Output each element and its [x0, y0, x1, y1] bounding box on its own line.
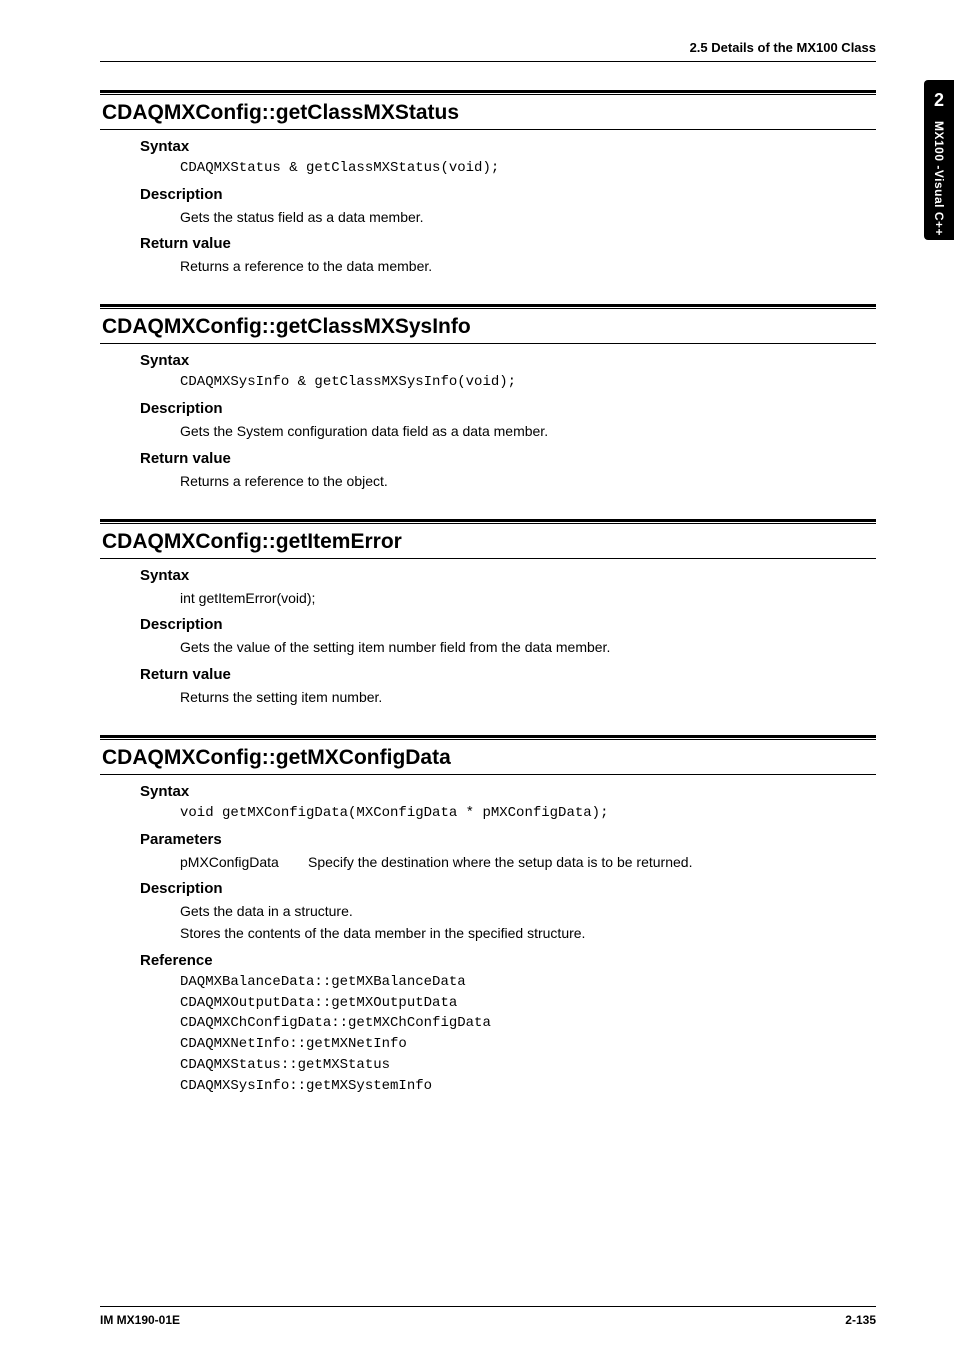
block-heading: Description	[140, 880, 876, 897]
section-rule-thick	[100, 304, 876, 307]
code-line: void getMXConfigData(MXConfigData * pMXC…	[180, 804, 876, 823]
section-rule-thick	[100, 90, 876, 93]
body-line: Returns a reference to the data member.	[180, 256, 876, 276]
section-rule-thin	[100, 739, 876, 740]
api-section: CDAQMXConfig::getItemErrorSyntaxint getI…	[100, 519, 876, 707]
parameter-row: pMXConfigDataSpecify the destination whe…	[180, 852, 876, 872]
code-line: CDAQMXStatus & getClassMXStatus(void);	[180, 159, 876, 178]
page-content: 2.5 Details of the MX100 Class CDAQMXCon…	[0, 0, 954, 1154]
body-line: Gets the status field as a data member.	[180, 207, 876, 227]
code-line: DAQMXBalanceData::getMXBalanceData	[180, 973, 876, 992]
section-title-underline	[100, 343, 876, 344]
section-title-underline	[100, 129, 876, 130]
section-title: CDAQMXConfig::getItemError	[100, 530, 876, 554]
block-heading: Return value	[140, 235, 876, 252]
code-line: CDAQMXOutputData::getMXOutputData	[180, 994, 876, 1013]
block-heading: Description	[140, 616, 876, 633]
block-heading: Reference	[140, 952, 876, 969]
api-section: CDAQMXConfig::getClassMXSysInfoSyntaxCDA…	[100, 304, 876, 490]
block-heading: Description	[140, 400, 876, 417]
parameter-name: pMXConfigData	[180, 852, 308, 872]
body-line: Gets the data in a structure.	[180, 901, 876, 921]
section-title-underline	[100, 558, 876, 559]
footer-page-number: 2-135	[845, 1313, 876, 1327]
code-line: CDAQMXChConfigData::getMXChConfigData	[180, 1014, 876, 1033]
api-section: CDAQMXConfig::getMXConfigDataSyntaxvoid …	[100, 735, 876, 1096]
section-title-underline	[100, 774, 876, 775]
section-rule-thick	[100, 735, 876, 738]
page-footer: IM MX190-01E 2-135	[100, 1306, 876, 1327]
block-heading: Syntax	[140, 352, 876, 369]
code-line: CDAQMXNetInfo::getMXNetInfo	[180, 1035, 876, 1054]
block-heading: Syntax	[140, 138, 876, 155]
api-section: CDAQMXConfig::getClassMXStatusSyntaxCDAQ…	[100, 90, 876, 276]
code-line: CDAQMXSysInfo::getMXSystemInfo	[180, 1077, 876, 1096]
section-body: Syntax CDAQMXSysInfo & getClassMXSysInfo(…	[140, 352, 876, 490]
block-heading: Return value	[140, 666, 876, 683]
header-rule	[100, 61, 876, 62]
footer-doc-id: IM MX190-01E	[100, 1313, 180, 1327]
block-heading: Description	[140, 186, 876, 203]
code-line: CDAQMXSysInfo & getClassMXSysInfo(void);	[180, 373, 876, 392]
block-heading: Return value	[140, 450, 876, 467]
body-line: Gets the value of the setting item numbe…	[180, 637, 876, 657]
body-line: int getItemError(void);	[180, 588, 876, 608]
running-header: 2.5 Details of the MX100 Class	[100, 40, 876, 55]
section-body: Syntax int getItemError(void); Description…	[140, 567, 876, 707]
body-line: Stores the contents of the data member i…	[180, 923, 876, 943]
section-rule-thin	[100, 94, 876, 95]
section-title: CDAQMXConfig::getClassMXStatus	[100, 101, 876, 125]
section-title: CDAQMXConfig::getClassMXSysInfo	[100, 315, 876, 339]
section-body: Syntax void getMXConfigData(MXConfigData …	[140, 783, 876, 1096]
body-line: Returns a reference to the object.	[180, 471, 876, 491]
body-line: Returns the setting item number.	[180, 687, 876, 707]
parameter-desc: Specify the destination where the setup …	[308, 854, 692, 870]
section-body: Syntax CDAQMXStatus & getClassMXStatus(vo…	[140, 138, 876, 276]
section-rule-thin	[100, 523, 876, 524]
section-rule-thin	[100, 308, 876, 309]
section-rule-thick	[100, 519, 876, 522]
block-heading: Syntax	[140, 783, 876, 800]
block-heading: Parameters	[140, 831, 876, 848]
code-line: CDAQMXStatus::getMXStatus	[180, 1056, 876, 1075]
body-line: Gets the System configuration data field…	[180, 421, 876, 441]
block-heading: Syntax	[140, 567, 876, 584]
section-title: CDAQMXConfig::getMXConfigData	[100, 746, 876, 770]
